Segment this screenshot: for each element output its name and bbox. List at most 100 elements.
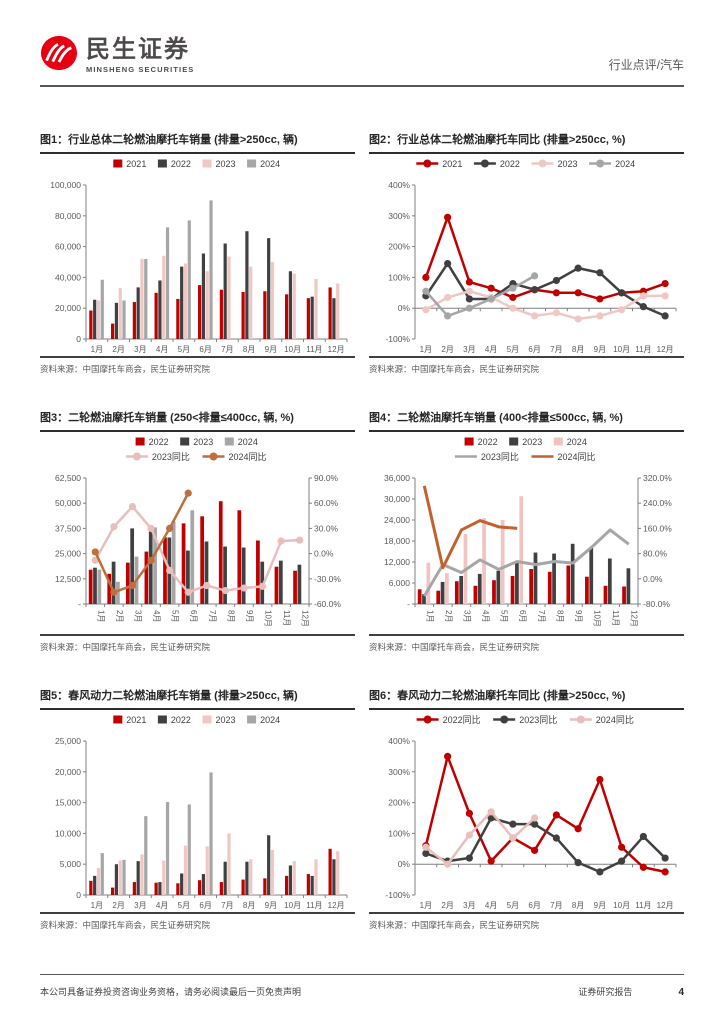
line-chart-cfmoto-yoy: 2022同比 2023同比 2024同比 -100% 0% 100% 200% 300% 400… [385, 714, 677, 910]
svg-text:9月: 9月 [594, 901, 606, 910]
svg-text:5月: 5月 [178, 901, 190, 910]
svg-text:0: 0 [76, 890, 81, 900]
svg-text:10,000: 10,000 [55, 828, 81, 838]
svg-text:5月: 5月 [507, 901, 519, 910]
svg-text:11月: 11月 [306, 345, 322, 354]
svg-text:100%: 100% [388, 272, 410, 282]
svg-text:3月: 3月 [462, 610, 471, 622]
svg-text:10月: 10月 [284, 901, 301, 910]
svg-text:6月: 6月 [528, 901, 540, 910]
svg-text:30.0%: 30.0% [314, 523, 339, 533]
svg-text:160.0%: 160.0% [643, 523, 672, 533]
svg-text:9月: 9月 [574, 610, 583, 622]
svg-text:60.0%: 60.0% [314, 498, 339, 508]
chart-title: 图2：行业总体二轮燃油摩托车同比 (排量>250cc, %) [369, 131, 684, 154]
svg-text:9月: 9月 [265, 901, 277, 910]
svg-text:4月: 4月 [152, 610, 161, 622]
svg-text:9月: 9月 [594, 345, 606, 354]
svg-text:10月: 10月 [284, 345, 301, 354]
svg-text:2021: 2021 [126, 715, 146, 725]
svg-text:5月: 5月 [500, 610, 509, 622]
chart-card-3: 图3：二轮燃油摩托车销量 (250<排量≤400cc, 辆, %) 2022 20… [40, 409, 355, 653]
svg-text:2月: 2月 [441, 901, 453, 910]
svg-text:1月: 1月 [91, 901, 103, 910]
report-page: 民生证券 MINSHENG SECURITIES 行业点评/汽车 图1：行业总体… [40, 0, 684, 998]
svg-text:24,000: 24,000 [384, 515, 410, 525]
chart-title: 图6：春风动力二轮燃油摩托车同比 (排量>250cc, %) [369, 687, 684, 710]
svg-text:6月: 6月 [518, 610, 527, 622]
svg-text:1月: 1月 [420, 901, 432, 910]
source-note: 资料来源：中国摩托车商会，民生证券研究院 [369, 356, 684, 375]
svg-text:2024: 2024 [567, 437, 587, 447]
chart-card-6: 图6：春风动力二轮燃油摩托车同比 (排量>250cc, %) 2022同比 202… [369, 687, 684, 931]
chart-title: 图1：行业总体二轮燃油摩托车销量 (排量>250cc, 辆) [40, 131, 355, 154]
svg-text:-30.0%: -30.0% [314, 574, 341, 584]
svg-text:2022: 2022 [500, 159, 520, 169]
svg-text:5月: 5月 [507, 345, 519, 354]
svg-text:8月: 8月 [555, 610, 564, 622]
svg-text:2022: 2022 [149, 437, 169, 447]
svg-text:2023: 2023 [216, 159, 236, 169]
svg-text:80,000: 80,000 [55, 211, 81, 221]
svg-text:3月: 3月 [134, 345, 146, 354]
svg-text:2023同比: 2023同比 [519, 714, 557, 725]
svg-text:2023: 2023 [193, 437, 213, 447]
svg-text:2月: 2月 [112, 901, 124, 910]
svg-text:2023: 2023 [558, 159, 578, 169]
svg-text:12月: 12月 [630, 610, 639, 627]
svg-text:4月: 4月 [481, 610, 490, 622]
svg-text:1月: 1月 [425, 610, 434, 622]
bar-chart-cfmoto-sales: 2021 2022 2023 2024 0 5,000 10,000 15,000 20,000… [55, 715, 348, 910]
svg-text:2021: 2021 [126, 159, 146, 169]
svg-text:11月: 11月 [635, 345, 651, 354]
svg-text:0.0%: 0.0% [314, 549, 334, 559]
footer-report-type: 证券研究报告 [578, 987, 633, 997]
chart-title: 图3：二轮燃油摩托车销量 (250<排量≤400cc, 辆, %) [40, 409, 355, 432]
svg-text:11月: 11月 [635, 901, 651, 910]
svg-text:12月: 12月 [328, 345, 345, 354]
svg-text:2024同比: 2024同比 [558, 451, 596, 462]
chart-card-2: 图2：行业总体二轮燃油摩托车同比 (排量>250cc, %) 2021 2022 2… [369, 131, 684, 375]
source-note: 资料来源：中国摩托车商会，民生证券研究院 [369, 634, 684, 653]
svg-text:2024: 2024 [260, 715, 280, 725]
svg-text:300%: 300% [388, 211, 410, 221]
brand-name: 民生证券 [86, 35, 190, 63]
brand-name-en: MINSHENG SECURITIES [86, 64, 195, 74]
svg-text:80.0%: 80.0% [643, 549, 668, 559]
source-note: 资料来源：中国摩托车商会，民生证券研究院 [369, 912, 684, 931]
svg-text:-60.0%: -60.0% [314, 599, 341, 609]
bar-chart-industry-sales: 2021 2022 2023 2024 0 20,000 40,000 60,000 80,00… [50, 159, 348, 354]
source-note: 资料来源：中国摩托车商会，民生证券研究院 [40, 634, 355, 653]
brand-block: 民生证券 MINSHENG SECURITIES [40, 34, 194, 77]
svg-text:8月: 8月 [572, 901, 584, 910]
svg-text:2022: 2022 [171, 159, 191, 169]
svg-text:3月: 3月 [463, 345, 475, 354]
svg-text:1月: 1月 [91, 345, 103, 354]
svg-text:50,000: 50,000 [55, 498, 81, 508]
svg-text:200%: 200% [388, 798, 410, 808]
svg-text:11月: 11月 [306, 901, 322, 910]
svg-text:7月: 7月 [208, 610, 217, 622]
svg-text:12月: 12月 [657, 901, 674, 910]
svg-text:6月: 6月 [189, 610, 198, 622]
svg-text:2024: 2024 [238, 437, 258, 447]
svg-text:0%: 0% [398, 859, 411, 869]
source-note: 资料来源：中国摩托车商会，民生证券研究院 [40, 912, 355, 931]
svg-text:9月: 9月 [245, 610, 254, 622]
minsheng-logo-icon [40, 34, 78, 77]
svg-text:6月: 6月 [528, 345, 540, 354]
svg-text:2024: 2024 [260, 159, 280, 169]
svg-text:60,000: 60,000 [55, 242, 81, 252]
chart-card-1: 图1：行业总体二轮燃油摩托车销量 (排量>250cc, 辆) 2021 2022 2… [40, 131, 355, 375]
page-header: 民生证券 MINSHENG SECURITIES 行业点评/汽车 [40, 0, 684, 87]
svg-text:90.0%: 90.0% [314, 473, 339, 483]
svg-text:37,500: 37,500 [55, 523, 81, 533]
svg-text:12月: 12月 [657, 345, 674, 354]
chart-card-4: 图4：二轮燃油摩托车销量 (400<排量≤500cc, 辆, %) 2022 20… [369, 409, 684, 653]
line-chart-industry-yoy: 2021 2022 2023 2024 -100% 0% 100% 200% 300% 400% 1… [385, 159, 677, 354]
svg-text:2月: 2月 [441, 345, 453, 354]
svg-text:36,000: 36,000 [384, 473, 410, 483]
svg-text:2024同比: 2024同比 [229, 451, 267, 462]
svg-text:18,000: 18,000 [384, 536, 410, 546]
svg-text:2月: 2月 [112, 345, 124, 354]
